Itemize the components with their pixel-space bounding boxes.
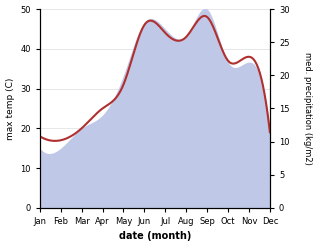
Y-axis label: max temp (C): max temp (C) <box>5 77 15 140</box>
X-axis label: date (month): date (month) <box>119 231 191 242</box>
Y-axis label: med. precipitation (kg/m2): med. precipitation (kg/m2) <box>303 52 313 165</box>
